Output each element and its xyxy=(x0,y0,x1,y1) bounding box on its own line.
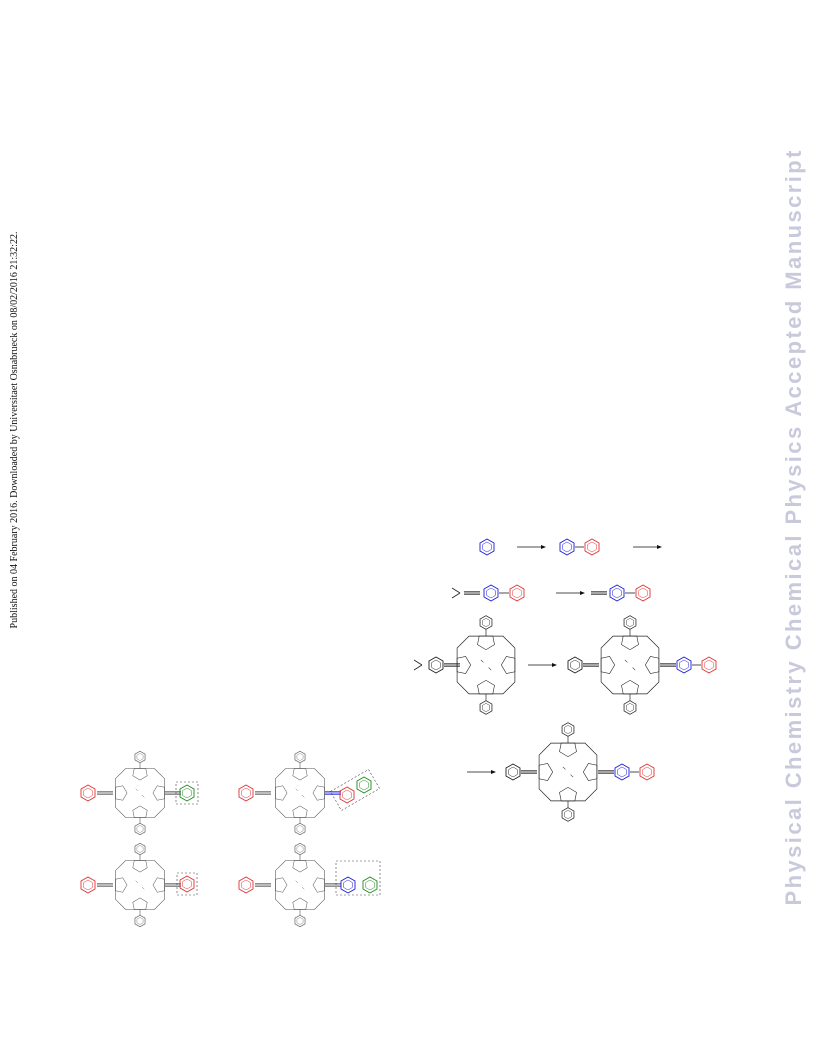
journal-watermark: Physical Chemistry Chemical Physics Acce… xyxy=(781,150,806,906)
bottom-figure xyxy=(80,751,381,927)
scheme xyxy=(413,538,717,821)
published-note: Published on 04 February 2016. Downloade… xyxy=(9,232,20,629)
